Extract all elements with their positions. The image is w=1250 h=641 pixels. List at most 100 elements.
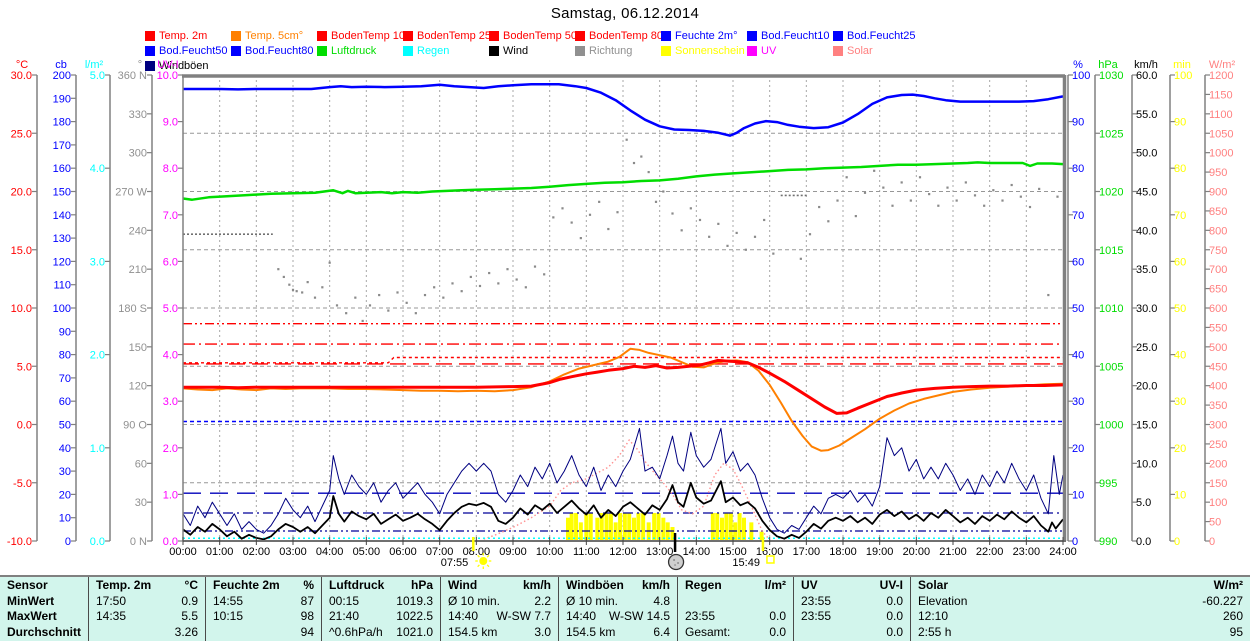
svg-text:700: 700 <box>1209 264 1227 276</box>
svg-text:40: 40 <box>1174 350 1186 362</box>
stats-header: Solar W/m² <box>911 578 1250 594</box>
legend-swatch-bodentemp-50 <box>489 30 499 41</box>
sunset-square-icon <box>766 555 775 564</box>
svg-text:60.0: 60.0 <box>1136 70 1157 82</box>
stats-cell: 12:10 260 <box>911 609 1250 625</box>
legend-item-solar: Solar <box>833 43 919 58</box>
svg-text:10:00: 10:00 <box>536 546 564 558</box>
svg-text:1015: 1015 <box>1099 245 1123 257</box>
stat-value: W-SW 7.7 <box>496 609 551 623</box>
legend-row-3: Windböen <box>145 58 919 73</box>
stats-col-feuchte-2m: Feuchte 2m% 14:55 87 10:15 98 94 <box>205 577 321 641</box>
legend-label: BodenTemp 80 <box>589 29 663 42</box>
legend-swatch-bodentemp-25 <box>403 30 413 41</box>
stat-value: W-SW 14.5 <box>608 609 670 623</box>
svg-text:1020: 1020 <box>1099 187 1123 199</box>
svg-text:750: 750 <box>1209 245 1227 257</box>
stat-label: 14:35 <box>96 609 127 623</box>
legend-item-temp-2m: Temp. 2m <box>145 28 231 43</box>
stat-value: 3.0 <box>534 624 551 639</box>
svg-text:80: 80 <box>59 350 71 362</box>
stat-label: 12:10 <box>918 609 949 623</box>
series-wind <box>182 480 1064 541</box>
svg-text:80: 80 <box>1072 163 1084 175</box>
stats-cell: 23:55 0.0 <box>678 609 793 625</box>
svg-text:100: 100 <box>1072 70 1090 82</box>
stats-col-sensor: Sensor MinWert MaxWert Durchschnitt <box>0 577 88 641</box>
stat-label: ^0.6hPa/h <box>329 624 383 639</box>
svg-text:80: 80 <box>1174 163 1186 175</box>
svg-text:90 O: 90 O <box>123 420 147 432</box>
svg-text:100: 100 <box>1209 497 1227 509</box>
stats-row-label-sensor: Sensor <box>7 578 48 592</box>
stats-header-name: Solar <box>918 578 949 592</box>
svg-text:20:00: 20:00 <box>903 546 931 558</box>
stats-header: UV UV-I <box>794 578 910 594</box>
stats-header-name: Feuchte 2m <box>213 578 280 592</box>
svg-text:70: 70 <box>59 373 71 385</box>
legend-item-bod-feucht10: Bod.Feucht10 <box>747 28 833 43</box>
legend-item-uv: UV <box>747 43 833 58</box>
axis-wm2: W/m²120011501100105010009509008508007507… <box>1204 59 1235 548</box>
svg-text:15:00: 15:00 <box>719 546 747 558</box>
svg-text:5.0: 5.0 <box>1136 497 1151 509</box>
stats-header: Luftdruck hPa <box>322 578 440 594</box>
stat-label: 154.5 km <box>566 624 616 639</box>
series-temp-2m <box>183 358 1064 415</box>
axis-unit-dir: ° <box>138 59 142 71</box>
legend-label: Bod.Feucht80 <box>245 44 314 57</box>
svg-text:-10.0: -10.0 <box>7 536 32 548</box>
axis-dir: °360 N 330 300 270 W 240 210 180 S 150 120 90 O 60… <box>115 59 153 548</box>
svg-text:17:00: 17:00 <box>793 546 821 558</box>
stat-label: 14:40 <box>566 609 597 623</box>
legend-item-bodentemp-80: BodenTemp 80 <box>575 28 663 43</box>
svg-text:19:00: 19:00 <box>866 546 894 558</box>
stat-value: 6.4 <box>653 624 670 639</box>
svg-text:10: 10 <box>59 513 71 525</box>
stat-value: 3.26 <box>174 624 198 639</box>
stats-cell: Ø 10 min. 4.8 <box>559 594 677 610</box>
stat-value: 0.0 <box>886 624 903 639</box>
stats-cell: 154.5 km 6.4 <box>559 625 677 641</box>
svg-text:400: 400 <box>1209 381 1227 393</box>
stat-value: 5.5 <box>181 609 198 623</box>
svg-text:130: 130 <box>53 233 71 245</box>
svg-text:1.0: 1.0 <box>90 443 105 455</box>
legend-swatch-luftdruck <box>317 45 327 56</box>
page-title: Samstag, 06.12.2014 <box>550 5 700 22</box>
axis-kmh: km/h60.0 55.0 50.0 45.0 40.0 35.0 30.0 25.0 20.0… <box>1131 59 1158 548</box>
svg-text:20.0: 20.0 <box>1136 381 1157 393</box>
stats-header: Temp. 2m °C <box>89 578 205 594</box>
legend-swatch-solar <box>833 45 843 56</box>
svg-text:240: 240 <box>129 225 147 237</box>
stat-label: 154.5 km <box>448 624 498 639</box>
legend-swatch-wind <box>489 45 499 56</box>
svg-text:00:00: 00:00 <box>169 546 197 558</box>
stats-header-unit: °C <box>184 578 198 592</box>
stats-cell: 23:55 0.0 <box>794 594 910 610</box>
svg-text:1050: 1050 <box>1209 128 1233 140</box>
svg-text:60: 60 <box>1072 256 1084 268</box>
legend-item-bodentemp-10: BodenTemp 10 <box>317 28 405 43</box>
legend-item-bod-feucht80: Bod.Feucht80 <box>231 43 317 58</box>
stat-value: 1019.3 <box>396 593 433 608</box>
svg-text:07:00: 07:00 <box>426 546 454 558</box>
svg-text:25.0: 25.0 <box>1136 342 1157 354</box>
svg-text:30: 30 <box>135 497 147 509</box>
svg-text:160: 160 <box>53 163 71 175</box>
legend-label: Regen <box>417 44 450 57</box>
legend-label: Luftdruck <box>331 44 377 57</box>
svg-text:70: 70 <box>1174 210 1186 222</box>
stats-cell: ^0.6hPa/h 1021.0 <box>322 625 440 641</box>
svg-text:5.0: 5.0 <box>90 70 105 82</box>
svg-text:1000: 1000 <box>1209 148 1233 160</box>
legend-swatch-bodentemp-80 <box>575 30 585 41</box>
stat-value: 94 <box>300 624 314 639</box>
svg-text:02:00: 02:00 <box>243 546 271 558</box>
svg-text:55.0: 55.0 <box>1136 109 1157 121</box>
series-windb-en <box>182 427 1064 534</box>
legend-item-wind: Wind <box>489 43 575 58</box>
svg-text:850: 850 <box>1209 206 1227 218</box>
svg-text:120: 120 <box>53 256 71 268</box>
stat-label: 14:55 <box>213 593 244 608</box>
